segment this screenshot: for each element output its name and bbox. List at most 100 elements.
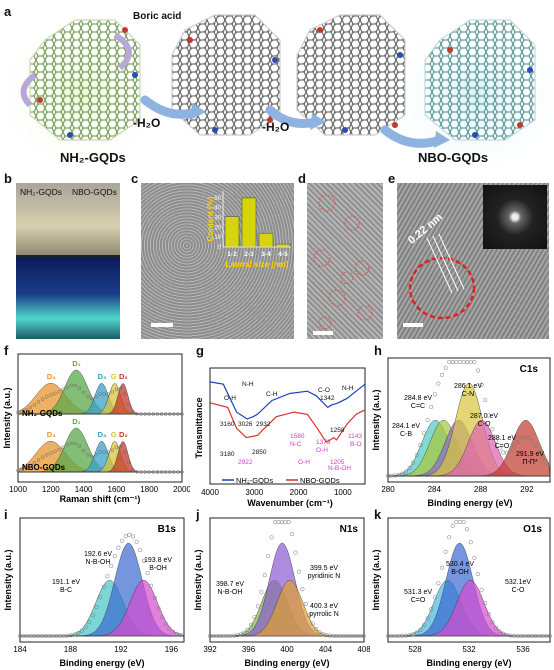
raman-data-point [36, 458, 41, 462]
ftir-annotation: 1580 [290, 433, 305, 440]
raman-data-point [151, 412, 156, 416]
xps-component-fill [388, 419, 551, 477]
hist-ytick: 30 [214, 216, 221, 222]
raman-data-point [20, 467, 24, 472]
xps-data-point [414, 630, 419, 635]
ftir-annotation: 1258 [330, 427, 345, 434]
xps-o1s-chart: 528 532 536 O1s Binding energy (eV) Intens… [371, 517, 553, 668]
raman-data-point [155, 412, 160, 416]
raman-data-point [163, 412, 168, 416]
xps-data-point [279, 519, 284, 525]
xps-data-point [403, 469, 409, 474]
boric-acid-label: Boric acid [133, 11, 182, 22]
hist-xtick: 2-3 [244, 251, 254, 258]
xps-data-point [429, 607, 434, 612]
xps-data-point [483, 398, 488, 403]
raman-data-point [81, 448, 86, 453]
raman-data-point [90, 396, 94, 401]
ftir-xlabel: Wavenumber (cm⁻¹) [247, 498, 332, 508]
raman-data-point [85, 395, 90, 399]
panel-label-e: e [388, 171, 396, 186]
xps-data-point [486, 413, 491, 418]
xps-data-point [465, 527, 470, 532]
raman-chart: 1000 1200 1400 1600 1800 2000 Raman shift (cm… [2, 353, 190, 504]
xps-data-point [307, 613, 312, 618]
xps-component-energy: 531.3 eV [404, 589, 432, 596]
hist-ytick: 0 [218, 245, 222, 251]
xps-data-point [439, 565, 445, 570]
raman-xtick: 2000 [173, 485, 190, 494]
xps-data-point [276, 519, 281, 525]
raman-data-point [69, 383, 74, 388]
xps-data-point [160, 615, 165, 620]
xps-data-point [245, 627, 250, 632]
xps-xtick: 196 [165, 645, 179, 654]
xps-data-point [429, 404, 434, 409]
raman-data-point [65, 385, 69, 389]
vial1-label: NH₂-GQDs [20, 187, 63, 197]
raman-data-point [102, 450, 106, 454]
scale-bar-c [151, 323, 173, 327]
xps-xtick: 536 [516, 645, 530, 654]
raman-data-point [73, 441, 78, 446]
xps-data-point [303, 601, 308, 607]
hist-bar-4-5 [275, 243, 291, 248]
raman-data-point [28, 405, 33, 410]
xps-data-point [238, 632, 243, 637]
raman-peak-label: G [111, 372, 117, 381]
panel-label-d: d [298, 171, 306, 186]
xps-data-point [547, 633, 553, 639]
xps-data-point [421, 431, 427, 436]
panel-label-j: j [196, 507, 200, 522]
xps-data-point [109, 563, 114, 568]
xps-component-name: C-O [512, 587, 525, 594]
ftir-annotation: B-O [350, 441, 362, 448]
xps-data-point [421, 623, 427, 628]
xps-data-point [439, 372, 445, 377]
xps-data-point [262, 573, 267, 578]
xps-component-name: pyrrolic N [309, 611, 339, 618]
xps-data-point [127, 532, 132, 537]
raman-data-point [36, 400, 41, 404]
xps-data-point [98, 595, 103, 600]
raman-data-point [44, 395, 49, 399]
hist-ylabel: Content (%) [206, 196, 215, 241]
xps-data-point [72, 632, 77, 637]
raman-peak-label: D₂ [119, 372, 128, 381]
xps-component-energy: 530.4 eV [446, 561, 474, 568]
xps-data-point [418, 443, 423, 448]
raman-data-point [16, 410, 20, 415]
xps-data-point [529, 438, 535, 443]
xps-data-point [486, 612, 491, 617]
xps-data-point [450, 359, 455, 365]
xps-data-point [266, 554, 271, 559]
b1s-title: B1s [158, 524, 177, 535]
arrow1-label: -H₂O [133, 116, 161, 130]
xps-data-point [479, 587, 484, 592]
b1s-xlabel: Binding energy (eV) [59, 658, 144, 668]
raman-data-point [143, 470, 147, 474]
xps-data-point [461, 359, 466, 365]
xps-data-point [269, 535, 274, 540]
raman-data-point [77, 386, 82, 390]
ftir-annotation: 1342 [320, 395, 335, 402]
raman-data-point [180, 412, 184, 416]
xps-component-energy: 288.1 eV [488, 435, 516, 442]
raman-data-point [155, 470, 160, 474]
raman-data-point [102, 392, 106, 396]
ftir-annotation: 2932 [256, 421, 271, 428]
xps-data-point [242, 630, 247, 635]
raman-data-point [24, 466, 28, 470]
xps-data-point [361, 633, 367, 639]
raman-data-point [98, 450, 102, 454]
xps-n1s-chart: 392 396 400 404 408 N1s Binding energy (eV) … [193, 517, 370, 668]
raman-data-point [49, 393, 53, 397]
raman-data-point [20, 409, 24, 414]
raman-data-point [57, 389, 61, 394]
xps-data-point [411, 632, 416, 637]
raman-data-point [32, 403, 37, 407]
raman-data-point [65, 443, 69, 447]
raman-xtick: 1800 [140, 485, 158, 494]
ftir-chart: 4000 3000 2000 1000 Wavenumber (cm⁻¹) Trans… [194, 367, 366, 508]
ftir-annotation: N-H [242, 381, 254, 388]
